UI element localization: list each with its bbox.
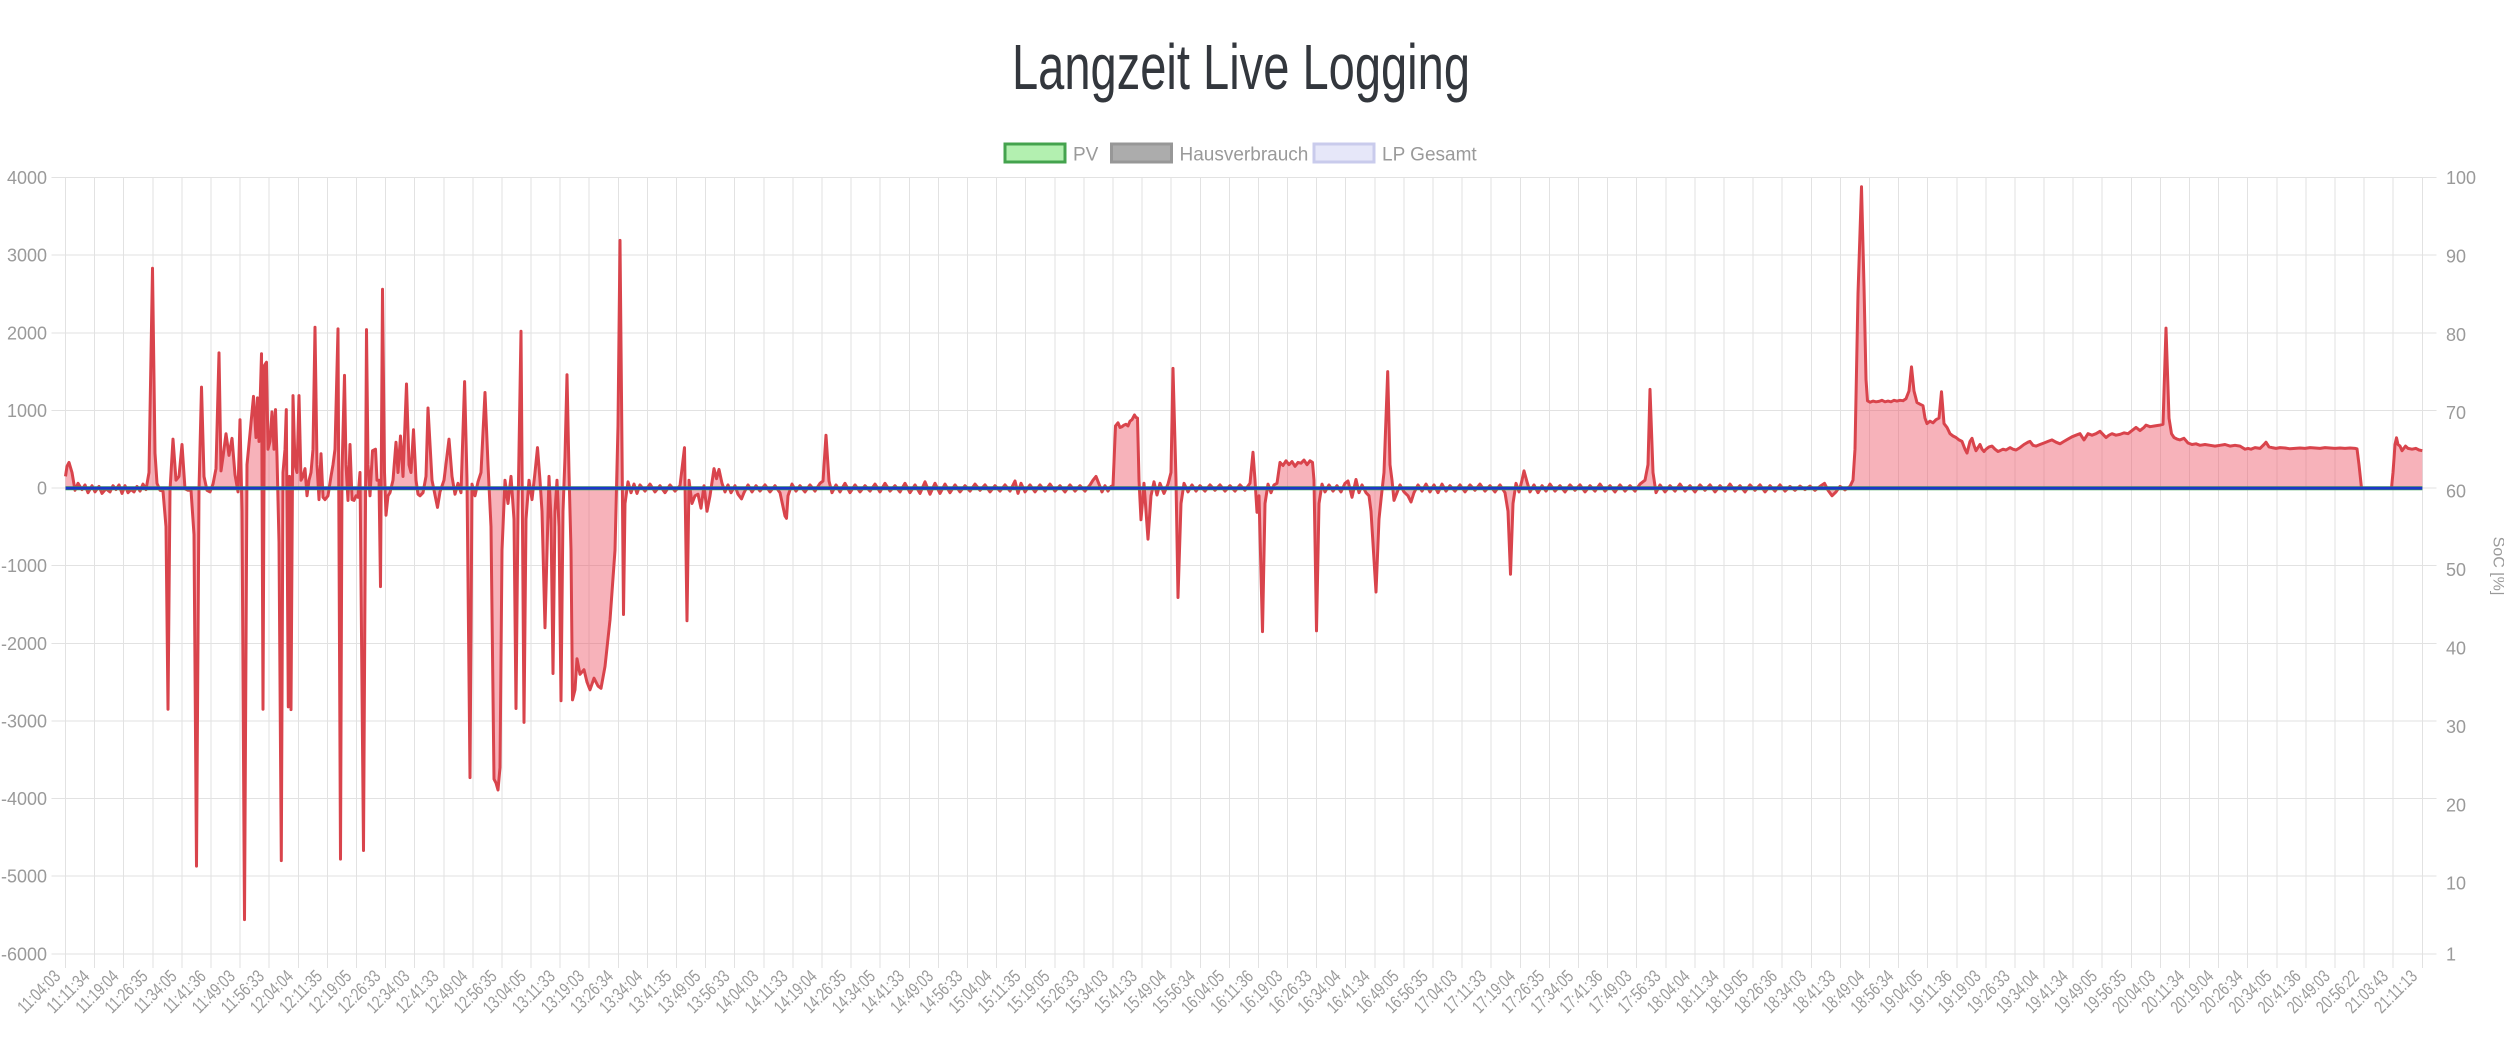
svg-text:50: 50 bbox=[2446, 560, 2466, 580]
svg-text:-4000: -4000 bbox=[1, 789, 47, 809]
svg-text:20: 20 bbox=[2446, 795, 2466, 815]
svg-text:80: 80 bbox=[2446, 325, 2466, 345]
svg-text:1: 1 bbox=[2446, 944, 2456, 964]
svg-text:0: 0 bbox=[37, 479, 47, 499]
svg-text:-1000: -1000 bbox=[1, 556, 47, 576]
svg-text:100: 100 bbox=[2446, 168, 2476, 188]
svg-text:2000: 2000 bbox=[7, 323, 47, 343]
svg-text:4000: 4000 bbox=[7, 168, 47, 188]
svg-text:30: 30 bbox=[2446, 717, 2466, 737]
svg-text:Langzeit Live Logging: Langzeit Live Logging bbox=[1012, 31, 1470, 103]
svg-text:LP Gesamt: LP Gesamt bbox=[1382, 145, 1477, 166]
svg-text:-6000: -6000 bbox=[1, 944, 47, 964]
svg-text:-3000: -3000 bbox=[1, 711, 47, 731]
svg-text:PV: PV bbox=[1073, 145, 1099, 166]
svg-text:10: 10 bbox=[2446, 874, 2466, 894]
svg-text:70: 70 bbox=[2446, 403, 2466, 423]
svg-text:Hausverbrauch: Hausverbrauch bbox=[1180, 145, 1309, 166]
svg-text:-5000: -5000 bbox=[1, 867, 47, 887]
svg-text:90: 90 bbox=[2446, 246, 2466, 266]
svg-text:40: 40 bbox=[2446, 639, 2466, 659]
svg-text:1000: 1000 bbox=[7, 401, 47, 421]
svg-text:SoC [%]: SoC [%] bbox=[2490, 537, 2504, 596]
svg-text:-2000: -2000 bbox=[1, 634, 47, 654]
svg-text:3000: 3000 bbox=[7, 246, 47, 266]
svg-text:60: 60 bbox=[2446, 482, 2466, 502]
